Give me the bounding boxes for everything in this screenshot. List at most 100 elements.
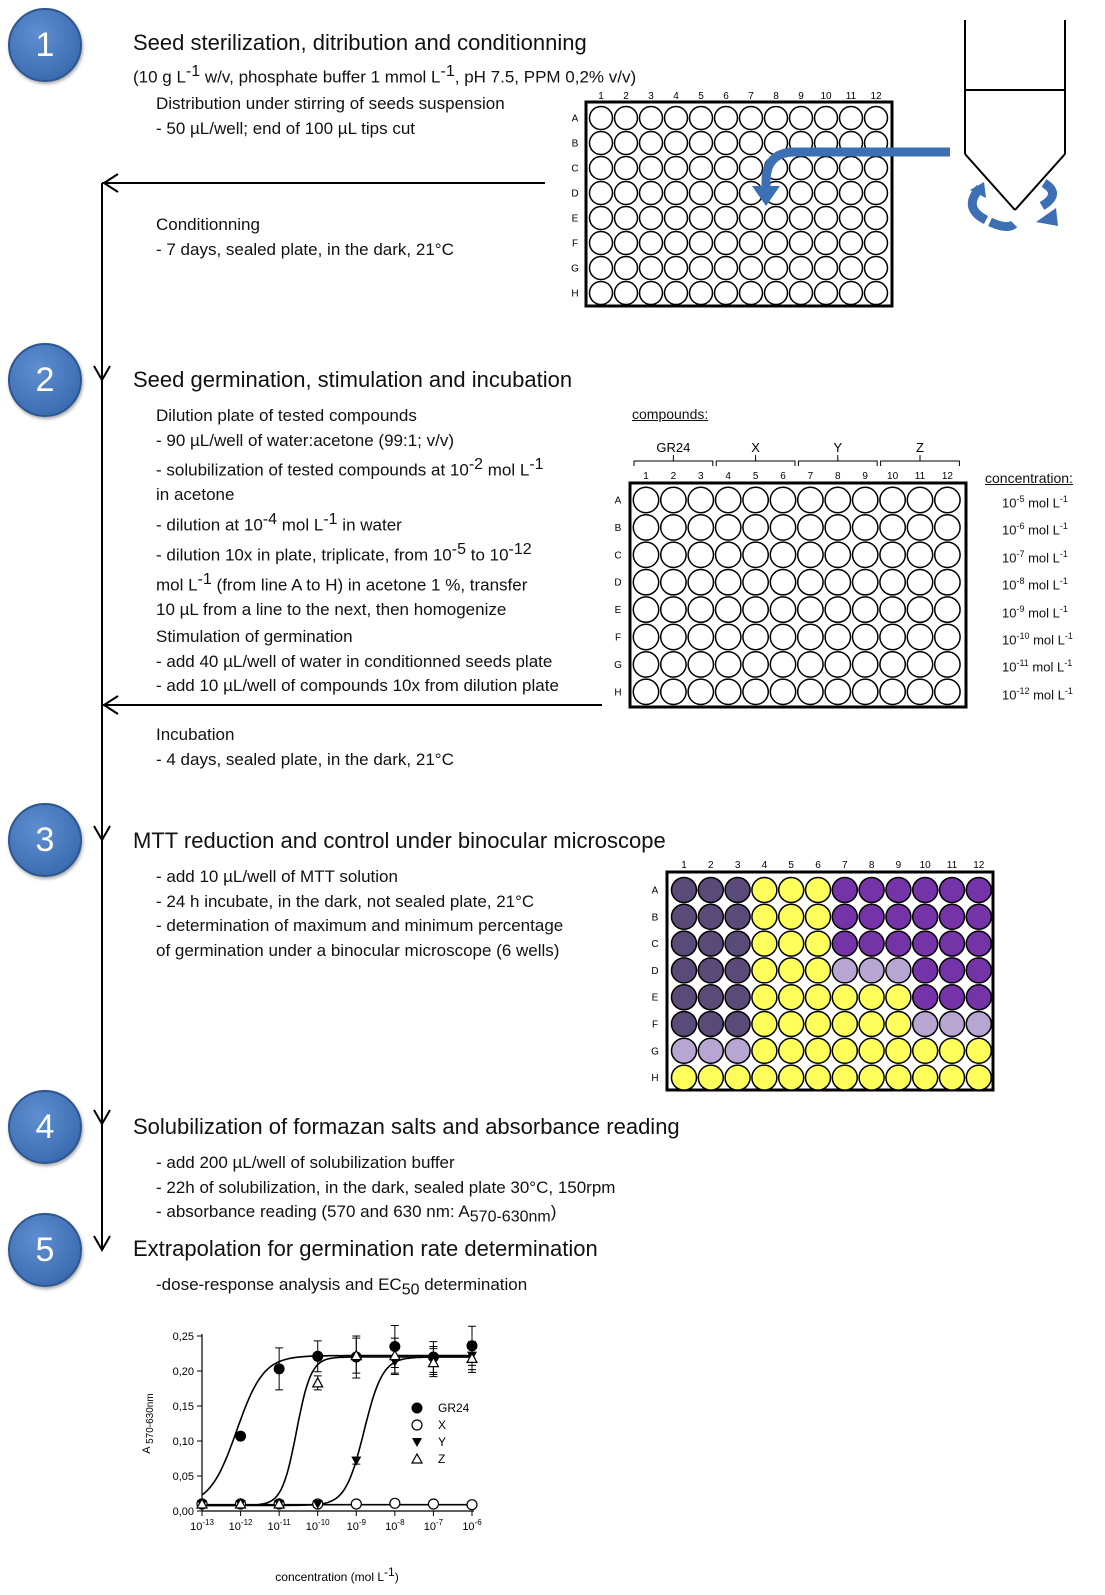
stimulation-line: - add 40 µL/well of water in conditionne… bbox=[156, 651, 553, 671]
well bbox=[911, 903, 939, 931]
well bbox=[742, 650, 770, 678]
well bbox=[638, 155, 664, 181]
well bbox=[831, 1064, 859, 1091]
well bbox=[885, 876, 912, 904]
stimulation-heading: Stimulation of germination bbox=[156, 627, 353, 646]
well bbox=[769, 623, 797, 651]
well bbox=[697, 903, 725, 931]
step-5-badge: 5 bbox=[8, 1213, 82, 1287]
well bbox=[769, 486, 797, 514]
step-2-badge: 2 bbox=[8, 343, 82, 417]
well bbox=[788, 230, 814, 256]
well bbox=[738, 230, 764, 256]
well bbox=[831, 983, 859, 1011]
well bbox=[906, 486, 934, 514]
well bbox=[670, 1037, 698, 1065]
well bbox=[724, 876, 751, 904]
well bbox=[738, 130, 764, 156]
well bbox=[777, 876, 805, 904]
column-label: 6 bbox=[780, 471, 786, 482]
well bbox=[663, 180, 689, 206]
well bbox=[763, 105, 789, 131]
step-number: 3 bbox=[35, 820, 55, 859]
well bbox=[796, 650, 824, 678]
row-label: E bbox=[615, 605, 622, 616]
well bbox=[659, 513, 687, 541]
well bbox=[697, 983, 725, 1011]
well bbox=[763, 255, 789, 281]
well bbox=[714, 513, 742, 541]
well bbox=[763, 205, 789, 231]
well bbox=[906, 541, 934, 569]
well bbox=[938, 903, 966, 931]
well bbox=[724, 930, 751, 957]
well bbox=[911, 1010, 939, 1038]
well bbox=[885, 983, 912, 1011]
well bbox=[659, 596, 687, 624]
column-label: 12 bbox=[942, 471, 954, 482]
well bbox=[879, 623, 907, 651]
well bbox=[879, 650, 907, 678]
column-label: 7 bbox=[748, 91, 754, 102]
well bbox=[863, 180, 889, 206]
step-1-badge: 1 bbox=[8, 8, 82, 82]
well bbox=[965, 1064, 993, 1091]
column-label: 12 bbox=[870, 91, 882, 102]
well bbox=[697, 957, 725, 984]
well bbox=[588, 230, 614, 256]
column-label: 2 bbox=[708, 860, 714, 871]
well bbox=[824, 513, 852, 541]
well bbox=[632, 678, 660, 706]
well bbox=[632, 486, 660, 514]
well bbox=[838, 255, 864, 281]
row-label: D bbox=[614, 578, 621, 589]
column-label: 2 bbox=[623, 91, 629, 102]
well bbox=[688, 205, 714, 231]
step-4-title: Solubilization of formazan salts and abs… bbox=[133, 1114, 680, 1139]
row-label: C bbox=[651, 939, 658, 950]
y-tick-label: 0,05 bbox=[173, 1471, 194, 1483]
column-label: 1 bbox=[643, 471, 649, 482]
well bbox=[714, 650, 742, 678]
column-label: 6 bbox=[723, 91, 729, 102]
well bbox=[788, 255, 814, 281]
well bbox=[911, 930, 939, 957]
well bbox=[687, 513, 715, 541]
well bbox=[777, 903, 805, 931]
column-label: 7 bbox=[808, 471, 814, 482]
well bbox=[613, 230, 639, 256]
well bbox=[851, 486, 879, 514]
well bbox=[938, 1010, 966, 1038]
well bbox=[638, 130, 664, 156]
column-label: 2 bbox=[671, 471, 677, 482]
row-label: G bbox=[651, 1046, 659, 1057]
well bbox=[742, 678, 770, 706]
x-tick-label: 10-11 bbox=[268, 1518, 292, 1533]
well bbox=[613, 130, 639, 156]
well bbox=[933, 513, 961, 541]
well bbox=[714, 541, 742, 569]
solubilization-line: - absorbance reading (570 and 630 nm: A5… bbox=[156, 1202, 557, 1226]
well bbox=[714, 623, 742, 651]
legend-marker bbox=[411, 1402, 423, 1414]
well bbox=[858, 1037, 885, 1065]
well bbox=[663, 155, 689, 181]
well bbox=[588, 280, 614, 306]
step-number: 4 bbox=[35, 1107, 55, 1146]
well bbox=[670, 876, 698, 904]
column-label: 4 bbox=[725, 471, 731, 482]
well bbox=[638, 105, 664, 131]
seed-tube-illustration bbox=[752, 20, 1066, 232]
well bbox=[938, 983, 966, 1011]
well bbox=[613, 280, 639, 306]
well bbox=[738, 255, 764, 281]
well bbox=[938, 876, 966, 904]
well bbox=[659, 568, 687, 596]
well bbox=[663, 205, 689, 231]
distribution-line: - 50 µL/well; end of 100 µL tips cut bbox=[156, 118, 415, 138]
well bbox=[659, 541, 687, 569]
well bbox=[638, 255, 664, 281]
well bbox=[911, 1037, 939, 1065]
well bbox=[858, 930, 885, 957]
step-5-text: -dose-response analysis and EC50 determi… bbox=[156, 1275, 528, 1299]
